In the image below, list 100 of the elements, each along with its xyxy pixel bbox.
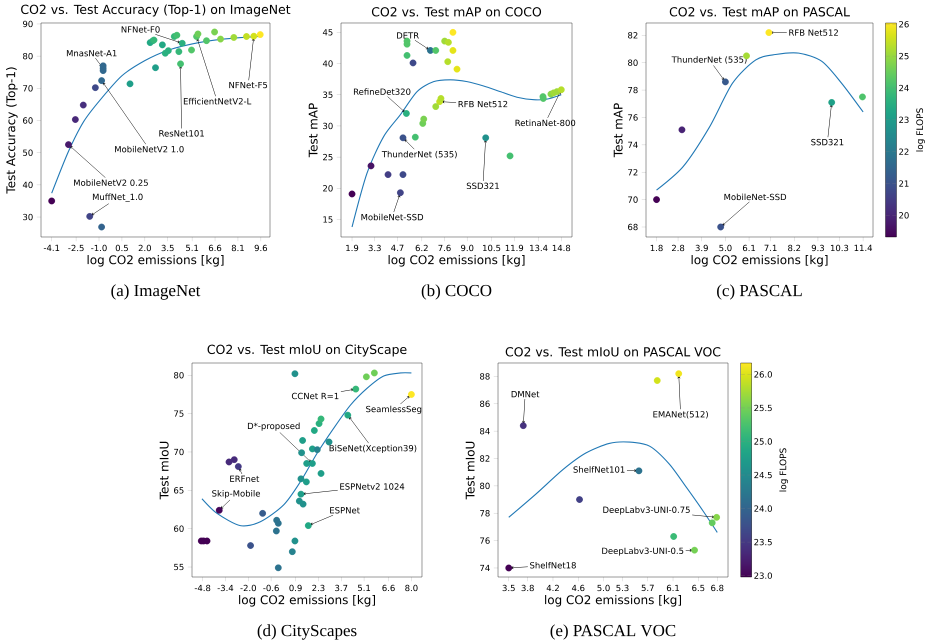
x-tick-label: 10.3 <box>830 244 848 252</box>
x-tick-label: 6.8 <box>711 584 724 592</box>
x-tick-label: 2.8 <box>672 244 684 252</box>
y-axis-title: Test mIoU <box>466 442 475 500</box>
color-bar-label: 25.0 <box>754 438 772 445</box>
color-bar-label: 22 <box>899 148 908 155</box>
y-tick-label: 80 <box>480 482 490 490</box>
annotation: CCNet R=1 <box>292 392 338 400</box>
y-tick-label: 74 <box>628 142 638 148</box>
y-tick-label: 55 <box>174 564 184 570</box>
y-tick-label: 15 <box>323 216 332 223</box>
y-tick-label: 78 <box>628 86 638 94</box>
x-tick-label: 5.7 <box>642 584 654 592</box>
y-tick-label: 76 <box>480 537 490 544</box>
x-tick-label: 11.9 <box>506 244 524 252</box>
y-tick-label: 30 <box>323 122 333 130</box>
text: (a) ImageNet <box>111 284 200 300</box>
annotation: MuffNet_1.0 <box>92 194 143 202</box>
y-tick-label: 78 <box>480 510 490 516</box>
y-tick-label: 60 <box>23 117 33 124</box>
x-tick-label: 3.5 <box>502 584 515 592</box>
annotation: Skip-Mobile <box>212 490 260 498</box>
y-tick-label: 82 <box>480 455 490 462</box>
x-tick-label: 8.1 <box>232 244 244 252</box>
y-tick-label: 70 <box>174 448 184 456</box>
x-tick-label: 6.6 <box>208 244 222 252</box>
color-bar-label: 24.5 <box>754 472 772 478</box>
y-tick-label: 90 <box>22 20 33 28</box>
x-axis-title: log CO2 emissions [kg] <box>388 255 525 267</box>
color-bar-label: 23.0 <box>754 572 772 579</box>
y-tick-label: 50 <box>23 149 33 156</box>
text: (c) PASCAL <box>717 284 802 300</box>
x-tick-label: 9.0 <box>461 244 474 252</box>
x-tick-label: 0.5 <box>116 244 128 252</box>
annotation: DeepLabv3-UNI-0.5 <box>602 547 684 556</box>
y-tick-label: 30 <box>23 214 33 220</box>
annotation: ThunderNet (535) <box>382 150 457 158</box>
y-axis-title: Test mAP <box>614 103 623 158</box>
color-bar-label: 21 <box>899 180 909 187</box>
x-tick-label: 7.6 <box>438 244 451 252</box>
annotation: MobileNetV2 0.25 <box>74 179 148 186</box>
annotation: MobileNetV2 1.0 <box>115 146 184 152</box>
y-tick-label: 72 <box>628 169 638 176</box>
y-tick-label: 45 <box>322 29 332 36</box>
y-tick-label: 80 <box>23 52 33 60</box>
x-tick-label: 8.2 <box>788 244 800 252</box>
x-tick-label: 4.7 <box>391 244 404 251</box>
y-tick-label: 76 <box>628 114 638 121</box>
annotation: ResNet101 <box>159 130 204 137</box>
x-tick-label: 3.9 <box>696 244 708 252</box>
annotation: EfficientNetV2-L <box>184 98 252 104</box>
annotation: NFNet-F0 <box>122 26 160 33</box>
x-tick-label: 5.0 <box>597 584 610 592</box>
y-tick-label: 35 <box>323 92 332 98</box>
annotation: D*-proposed <box>248 422 300 431</box>
y-tick-label: 40 <box>322 60 333 67</box>
x-tick-label: 6.1 <box>742 244 756 252</box>
annotation: MobileNet-SSD <box>724 194 786 200</box>
x-tick-label: 1.8 <box>650 244 663 252</box>
chart-title: CO2 vs. Test mAP on COCO <box>372 7 542 16</box>
x-tick-label: 10.5 <box>483 244 500 252</box>
x-tick-label: 3.8 <box>522 584 534 592</box>
y-tick-label: 86 <box>480 400 490 407</box>
chart-title: CO2 vs. Test mAP on PASCAL <box>670 7 850 16</box>
annotation: MnasNet-A1 <box>66 50 117 56</box>
text: (d) CityScapes <box>258 624 356 640</box>
color-bar-label: 26.0 <box>754 371 772 378</box>
y-tick-label: 88 <box>480 373 490 380</box>
annotation: SSD321 <box>811 138 844 146</box>
x-tick-label: 3.3 <box>368 244 381 252</box>
y-tick-label: 20 <box>323 185 333 192</box>
x-tick-label: 6.1 <box>666 584 679 592</box>
annotation: RefineDet320 <box>354 88 410 95</box>
x-tick-label: 5.3 <box>616 584 629 592</box>
x-tick-label: 6.6 <box>382 584 395 592</box>
annotation: RetinaNet-800 <box>516 120 576 126</box>
x-tick-label: 9.3 <box>812 244 824 252</box>
annotation: ShelfNet101 <box>574 466 624 473</box>
x-axis-title: log CO2 emissions [kg] <box>545 595 682 607</box>
y-axis-title: Test mIoU <box>160 442 169 500</box>
y-tick-label: 75 <box>174 410 184 417</box>
annotation: ShelfNet18 <box>530 562 576 569</box>
color-bar-label: 20 <box>899 212 909 219</box>
y-tick-label: 68 <box>628 224 638 230</box>
y-tick-label: 82 <box>628 32 638 39</box>
annotation: ThunderNet (535) <box>672 56 747 64</box>
text: (b) COCO <box>422 284 492 300</box>
y-tick-label: 40 <box>22 182 33 188</box>
x-tick-label: 6.5 <box>692 584 704 592</box>
color-bar-label: 24.0 <box>754 505 772 512</box>
y-tick-label: 70 <box>628 196 638 203</box>
annotation: DETR <box>397 32 419 39</box>
x-axis-title: log CO2 emissions [kg] <box>88 255 224 267</box>
x-tick-label: 4.2 <box>546 584 559 592</box>
chart-title: CO2 vs. Test mIoU on CityScape <box>208 344 406 357</box>
x-tick-label: 3.5 <box>162 244 174 252</box>
color-bar-label: 26 <box>899 21 909 28</box>
x-tick-label: 8.0 <box>405 584 418 592</box>
y-tick-label: 84 <box>480 428 490 434</box>
x-tick-label: -4.1 <box>44 244 60 251</box>
